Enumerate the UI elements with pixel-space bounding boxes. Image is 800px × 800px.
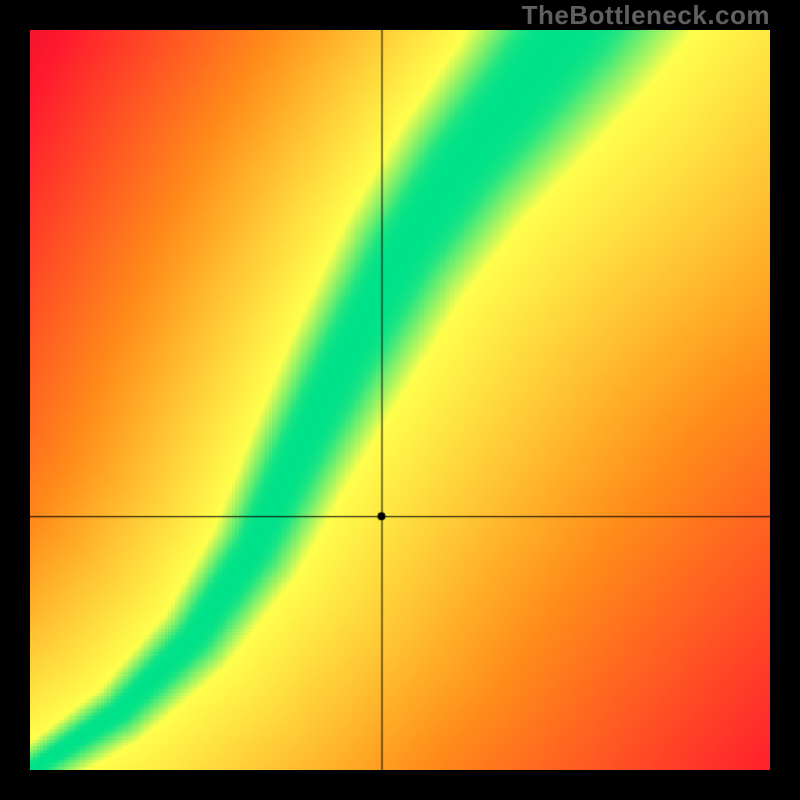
bottleneck-heatmap (30, 30, 770, 770)
chart-frame: TheBottleneck.com (0, 0, 800, 800)
watermark-text: TheBottleneck.com (522, 0, 770, 31)
